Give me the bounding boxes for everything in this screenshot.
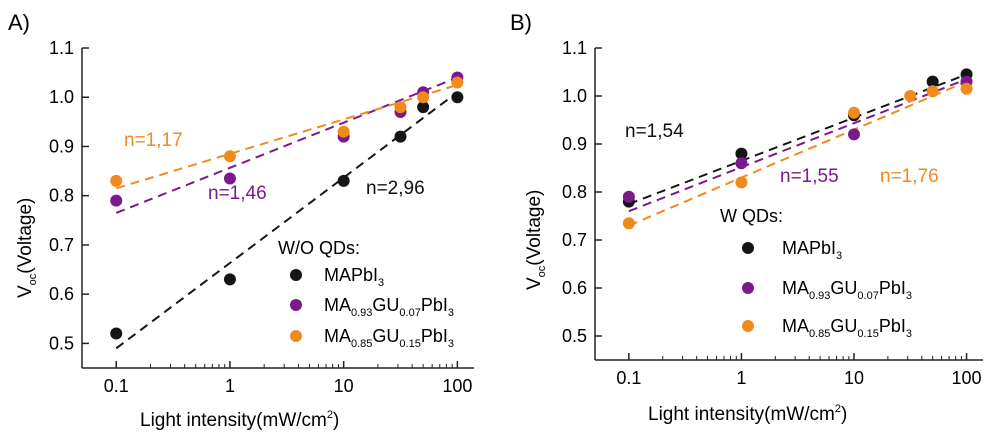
panel-b-point-series-2 bbox=[847, 106, 860, 119]
panel-a-x-tick-label: 0.1 bbox=[104, 376, 129, 396]
panel-a-legend-title: W/O QDs: bbox=[278, 238, 360, 258]
panel-b-point-series-2 bbox=[735, 176, 748, 189]
panel-b-point-series-0 bbox=[735, 147, 748, 160]
panel-a: A) 0.1 1 10 100 0.5 0.6 0.7 0.8 0.9 1.0 1.1 Light … bbox=[8, 10, 474, 431]
annotation-n-1-46: n=1,46 bbox=[208, 183, 267, 204]
panel-a-legend: W/O QDs: MAPbI3 MA0.93GU0.07PbI3 MA0.85G… bbox=[278, 238, 454, 350]
panel-a-point-series-2 bbox=[417, 91, 430, 104]
panel-a-point-series-2 bbox=[451, 76, 464, 89]
panel-b-point-series-0 bbox=[926, 75, 939, 88]
panel-b-ticks: 0.1 1 10 100 0.5 0.6 0.7 0.8 0.9 1.0 1.1 bbox=[562, 38, 982, 388]
panel-a-point-series-2 bbox=[223, 150, 236, 163]
panel-b-x-tick-label: 100 bbox=[952, 368, 982, 388]
panel-b-y-tick-label: 1.1 bbox=[562, 38, 587, 58]
panel-b-legend: W QDs: MAPbI3 MA0.93GU0.07PbI3 MA0.85GU0… bbox=[720, 206, 912, 340]
panel-a-legend-label-gu007: MA0.93GU0.07PbI3 bbox=[324, 295, 454, 319]
panel-b-y-axis-label: Voc(Voltage) bbox=[524, 190, 548, 290]
panel-b-point-series-2 bbox=[926, 85, 939, 98]
panel-b-x-tick-label: 1 bbox=[736, 368, 746, 388]
panel-b-y-tick-label: 0.6 bbox=[562, 278, 587, 298]
panel-a-data-points bbox=[110, 71, 464, 340]
panel-b-legend-label-gu015: MA0.85GU0.15PbI3 bbox=[782, 316, 912, 340]
panel-b-x-tick-label: 10 bbox=[844, 368, 864, 388]
panel-b-legend-label-mapbi3: MAPbI3 bbox=[782, 238, 842, 262]
panel-b-legend-marker-gu015 bbox=[742, 320, 754, 332]
panel-a-legend-marker-mapbi3 bbox=[290, 269, 302, 281]
panel-a-point-series-1 bbox=[110, 194, 123, 207]
panel-a-y-axis-label: Voc(Voltage) bbox=[15, 198, 39, 298]
panel-a-point-series-0 bbox=[110, 327, 123, 340]
panel-a-y-tick-label: 0.6 bbox=[49, 284, 74, 304]
panel-a-plot-frame bbox=[81, 48, 474, 369]
panel-a-x-tick-label: 1 bbox=[225, 376, 235, 396]
annotation-n-1-55: n=1,55 bbox=[780, 166, 839, 187]
annotation-n-1-76: n=1,76 bbox=[880, 166, 939, 187]
panel-b-point-series-1 bbox=[847, 128, 860, 141]
annotation-n-1-54: n=1,54 bbox=[625, 121, 684, 142]
panel-a-x-tick-label: 100 bbox=[442, 376, 472, 396]
panel-a-x-axis-label: Light intensity(mW/cm2) bbox=[140, 409, 339, 431]
panel-b-y-tick-label: 0.5 bbox=[562, 326, 587, 346]
panel-b-data-points bbox=[622, 68, 973, 230]
panel-a-legend-marker-gu007 bbox=[290, 299, 302, 311]
panel-a-point-series-1 bbox=[223, 172, 236, 185]
panel-a-y-tick-label: 0.7 bbox=[49, 235, 74, 255]
panel-a-point-series-0 bbox=[337, 174, 350, 187]
panel-b: B) 0.1 1 10 100 0.5 0.6 0.7 0.8 0.9 1.0 1.1 Light … bbox=[510, 10, 983, 425]
annotation-n-1-17: n=1,17 bbox=[124, 130, 183, 151]
panel-b-point-series-1 bbox=[622, 190, 635, 203]
panel-b-legend-marker-gu007 bbox=[742, 282, 754, 294]
panel-a-fit-line-0 bbox=[115, 91, 458, 350]
panel-a-point-series-2 bbox=[337, 125, 350, 138]
panel-b-y-tick-label: 0.8 bbox=[562, 182, 587, 202]
panel-b-legend-label-gu007: MA0.93GU0.07PbI3 bbox=[782, 278, 912, 302]
panel-a-letter: A) bbox=[8, 10, 30, 35]
panel-a-fit-line-1 bbox=[115, 76, 458, 214]
panel-b-point-series-2 bbox=[904, 90, 917, 102]
panel-a-legend-label-gu015: MA0.85GU0.15PbI3 bbox=[324, 326, 454, 350]
panel-b-y-tick-label: 0.7 bbox=[562, 230, 587, 250]
panel-b-legend-title: W QDs: bbox=[720, 206, 783, 226]
panel-a-point-series-0 bbox=[417, 101, 430, 114]
panel-a-y-tick-label: 1.1 bbox=[49, 38, 74, 58]
panel-a-y-tick-label: 0.5 bbox=[49, 333, 74, 353]
annotation-n-2-96: n=2,96 bbox=[366, 178, 425, 199]
panel-b-point-series-2 bbox=[960, 82, 973, 95]
panel-b-point-series-1 bbox=[735, 157, 748, 170]
panel-a-y-tick-label: 1.0 bbox=[49, 87, 74, 107]
panel-a-point-series-0 bbox=[223, 273, 236, 286]
panel-a-point-series-2 bbox=[110, 174, 123, 187]
panel-b-y-tick-label: 0.9 bbox=[562, 134, 587, 154]
panel-b-point-series-2 bbox=[622, 217, 635, 230]
panel-a-legend-marker-gu015 bbox=[290, 330, 302, 342]
panel-b-x-tick-label: 0.1 bbox=[616, 368, 641, 388]
panel-a-y-tick-label: 0.8 bbox=[49, 186, 74, 206]
panel-a-y-tick-label: 0.9 bbox=[49, 136, 74, 156]
panel-a-legend-label-mapbi3: MAPbI3 bbox=[324, 265, 384, 289]
panel-b-plot-frame bbox=[594, 48, 983, 361]
panel-a-x-tick-label: 10 bbox=[334, 376, 354, 396]
panel-a-point-series-0 bbox=[394, 130, 407, 143]
panel-b-x-axis-label: Light intensity(mW/cm2) bbox=[648, 403, 847, 425]
panel-b-letter: B) bbox=[510, 10, 532, 35]
panel-b-fit-line-2 bbox=[628, 80, 967, 227]
panel-a-point-series-0 bbox=[451, 91, 464, 104]
panel-b-legend-marker-mapbi3 bbox=[742, 242, 754, 254]
panel-a-ticks: 0.1 1 10 100 0.5 0.6 0.7 0.8 0.9 1.0 1.1 bbox=[49, 38, 472, 396]
panel-a-point-series-2 bbox=[394, 101, 407, 114]
panel-a-fit-lines bbox=[115, 76, 458, 350]
panel-b-fit-line-1 bbox=[628, 78, 967, 213]
panel-b-y-tick-label: 1.0 bbox=[562, 86, 587, 106]
